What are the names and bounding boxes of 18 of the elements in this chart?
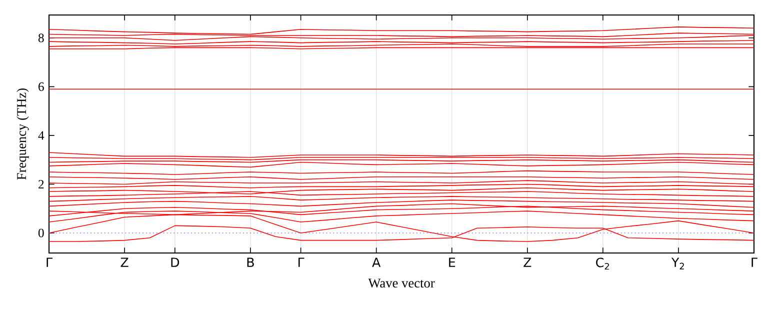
- y-tick-label: 6: [38, 82, 44, 91]
- x-tick-label: E: [449, 258, 456, 267]
- x-tick-label: C$_{2}$: [596, 258, 609, 270]
- x-tick-label: B: [247, 258, 254, 267]
- y-tick-label: 8: [38, 34, 44, 42]
- x-axis-title: Wave vector: [368, 278, 435, 288]
- y-tick-label: 2: [38, 180, 44, 188]
- x-tick-label: Γ: [46, 258, 52, 267]
- x-tick-label: A: [372, 258, 381, 267]
- y-tick-label: 4: [38, 131, 44, 140]
- x-tick-label: Γ: [298, 258, 304, 267]
- x-tick-label: Y$_{2}$: [671, 258, 684, 270]
- y-tick-label: 0: [38, 228, 44, 238]
- x-tick-label: Z: [524, 258, 532, 267]
- x-tick-label: D: [171, 258, 180, 267]
- y-axis-title: Frequency (THz): [16, 88, 29, 180]
- x-tick-label: Γ: [752, 258, 758, 267]
- x-tick-label: Z: [120, 258, 128, 267]
